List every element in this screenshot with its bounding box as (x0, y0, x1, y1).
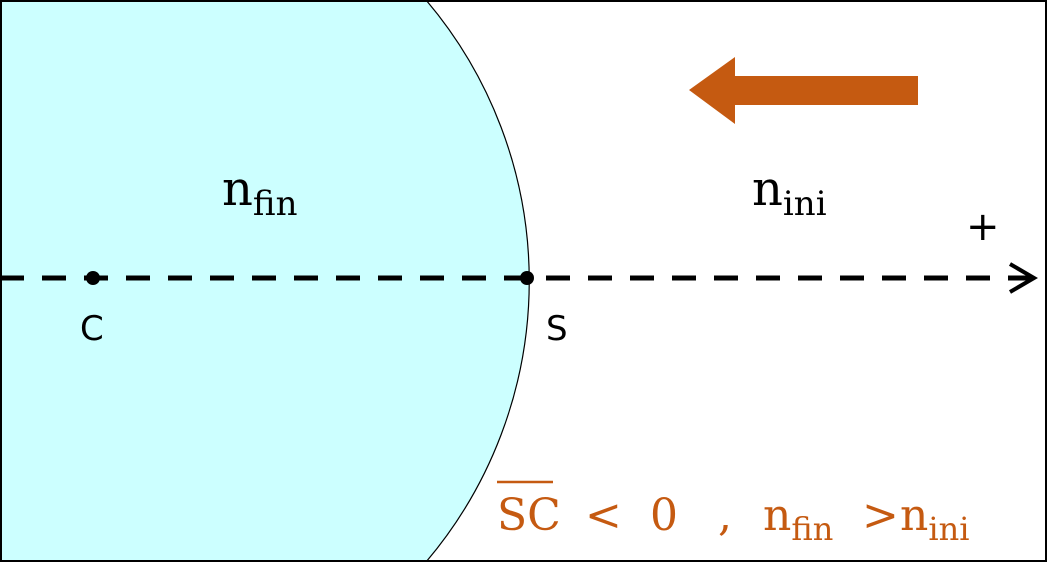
arrow-left-icon (689, 57, 918, 124)
medium-final-label: nfin (222, 161, 298, 224)
refracting-medium (0, 0, 530, 562)
vertex-point (520, 271, 534, 285)
center-label: C (80, 309, 104, 349)
positive-direction-label: + (966, 204, 1000, 250)
condition-formula: SC < 0 , nfin > nini (497, 480, 969, 548)
arrow-right-icon (1008, 262, 1038, 294)
vertex-label: S (546, 309, 568, 349)
n-fin: nfin (763, 490, 833, 548)
center-point (86, 271, 100, 285)
comma: , (718, 490, 732, 541)
greater-than: > (862, 490, 899, 541)
n-ini: nini (900, 490, 969, 548)
segment-sc: SC (497, 490, 561, 541)
medium-initial-label: nini (752, 161, 827, 224)
less-than: < (585, 490, 622, 541)
zero: 0 (650, 490, 678, 541)
